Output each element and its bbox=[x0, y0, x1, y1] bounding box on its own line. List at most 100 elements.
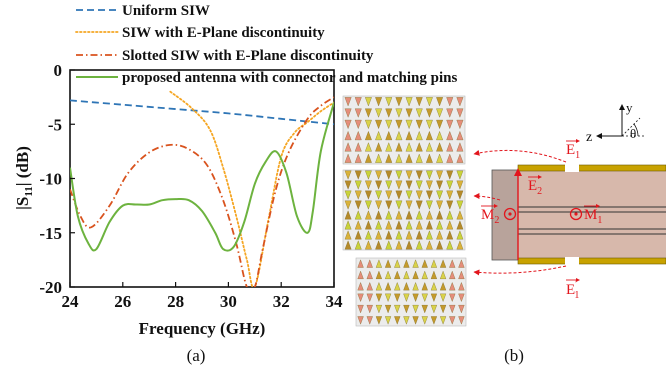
field-vector-glyph bbox=[354, 180, 362, 190]
field-vector-glyph bbox=[375, 230, 382, 240]
field-vector-glyph bbox=[439, 282, 447, 291]
field-vector-glyph bbox=[364, 142, 372, 152]
legend-entry: Slotted SIW with E-Plane discontinuity bbox=[122, 48, 374, 64]
field-vector-glyph bbox=[405, 190, 413, 200]
field-vector-glyph bbox=[366, 259, 373, 268]
field-vector-glyph bbox=[446, 230, 454, 240]
field-vector-glyph bbox=[439, 293, 447, 302]
field-vector-glyph bbox=[366, 282, 373, 291]
field-vector-glyph bbox=[415, 210, 423, 220]
field-vector-glyph bbox=[405, 230, 413, 240]
field-vector-glyph bbox=[395, 230, 403, 240]
field-vector-glyph bbox=[385, 108, 393, 118]
field-vector-glyph bbox=[354, 153, 362, 163]
field-vector-glyph bbox=[449, 259, 456, 268]
field-vector-glyph bbox=[426, 180, 433, 190]
field-vector-glyph bbox=[385, 130, 393, 141]
field-vector-glyph bbox=[405, 180, 413, 190]
field-vector-glyph bbox=[425, 142, 433, 152]
field-vector-glyph bbox=[436, 119, 444, 130]
field-vector-glyph bbox=[456, 220, 464, 230]
x-tick-labels: 24 26 28 30 32 34 bbox=[62, 282, 343, 311]
arrow-to-bottom-image bbox=[473, 265, 567, 276]
siw-cross-section bbox=[491, 164, 666, 265]
field-vector-glyph bbox=[357, 316, 364, 325]
m2-dot-symbol bbox=[503, 207, 517, 221]
field-vector-glyph bbox=[458, 282, 465, 291]
field-vector-glyph bbox=[375, 240, 382, 250]
field-vector-glyph bbox=[366, 270, 373, 280]
panel-a-label: (a) bbox=[187, 346, 206, 365]
field-vector-glyph bbox=[394, 270, 401, 280]
field-vector-glyph bbox=[405, 240, 413, 250]
field-vector-glyph bbox=[344, 142, 352, 152]
field-vector-glyph bbox=[375, 119, 383, 130]
field-vector-glyph bbox=[436, 210, 443, 220]
field-vector-glyph bbox=[364, 153, 372, 163]
m2-label: M2 bbox=[481, 207, 499, 226]
field-vector-glyph bbox=[354, 170, 362, 180]
field-vector-glyph bbox=[344, 190, 352, 200]
field-vector-glyph bbox=[415, 153, 423, 163]
field-vector-glyph bbox=[405, 130, 413, 141]
field-vector-glyph bbox=[403, 270, 410, 280]
field-vector-glyph bbox=[344, 108, 352, 118]
field-vector-glyph bbox=[354, 119, 362, 130]
field-vector-glyph bbox=[395, 130, 403, 141]
field-vector-glyph bbox=[344, 119, 352, 130]
field-vector-glyph bbox=[446, 119, 454, 130]
field-vector-glyph bbox=[375, 293, 383, 302]
field-vector-glyph bbox=[354, 97, 362, 107]
field-vector-glyph bbox=[384, 293, 392, 302]
field-vector-glyph bbox=[354, 108, 362, 118]
field-vector-glyph bbox=[375, 200, 382, 210]
field-vector-glyph bbox=[425, 97, 433, 107]
field-vector-glyph bbox=[412, 282, 419, 291]
field-vector-glyph bbox=[446, 200, 454, 210]
field-vector-glyph bbox=[425, 153, 433, 163]
field-vector-glyph bbox=[375, 304, 383, 314]
field-vector-glyph bbox=[384, 316, 392, 325]
x-tick-label: 30 bbox=[220, 292, 237, 311]
field-vector-glyph bbox=[426, 240, 433, 250]
field-vector-glyph bbox=[456, 142, 464, 152]
field-vector-glyph bbox=[405, 220, 413, 230]
m1-dot-symbol bbox=[569, 207, 583, 221]
x-tick-label: 32 bbox=[273, 292, 290, 311]
field-vector-glyph bbox=[394, 259, 401, 268]
field-image-bottom bbox=[355, 257, 467, 327]
field-vector-glyph bbox=[394, 316, 401, 325]
field-vector-glyph bbox=[436, 190, 443, 200]
field-vector-glyph bbox=[357, 293, 364, 302]
field-vector-glyph bbox=[456, 153, 464, 163]
field-vector-glyph bbox=[375, 130, 383, 141]
field-vector-glyph bbox=[405, 200, 413, 210]
field-vector-glyph bbox=[446, 210, 454, 220]
y-tick-labels: 0 -5 -10 -15 -20 bbox=[39, 61, 75, 297]
field-vector-glyph bbox=[412, 304, 419, 314]
field-vector-glyph bbox=[446, 190, 454, 200]
field-vector-glyph bbox=[458, 304, 465, 314]
field-vector-glyph bbox=[436, 142, 444, 152]
field-vector-glyph bbox=[458, 270, 465, 280]
field-vector-glyph bbox=[458, 316, 465, 325]
field-vector-glyph bbox=[385, 119, 393, 130]
legend-entry: proposed antenna with connector and matc… bbox=[122, 70, 458, 86]
field-vector-glyph bbox=[384, 259, 392, 268]
field-vector-glyph bbox=[425, 108, 433, 118]
field-vector-glyph bbox=[357, 259, 364, 268]
field-vector-glyph bbox=[456, 210, 464, 220]
field-vector-glyph bbox=[426, 200, 433, 210]
field-vector-glyph bbox=[449, 270, 456, 280]
field-vector-glyph bbox=[375, 220, 382, 230]
field-vector-glyph bbox=[412, 270, 419, 280]
field-vector-glyph bbox=[415, 230, 423, 240]
top-slot bbox=[565, 164, 579, 172]
field-vector-glyph bbox=[365, 230, 372, 240]
field-vector-glyph bbox=[344, 230, 352, 240]
field-vector-glyph bbox=[456, 170, 464, 180]
field-vector-glyph bbox=[456, 190, 464, 200]
field-vector-glyph bbox=[403, 293, 410, 302]
field-annotations: E1 E2 M2 M1 E′ 1 bbox=[473, 139, 602, 301]
field-vector-glyph bbox=[365, 200, 372, 210]
